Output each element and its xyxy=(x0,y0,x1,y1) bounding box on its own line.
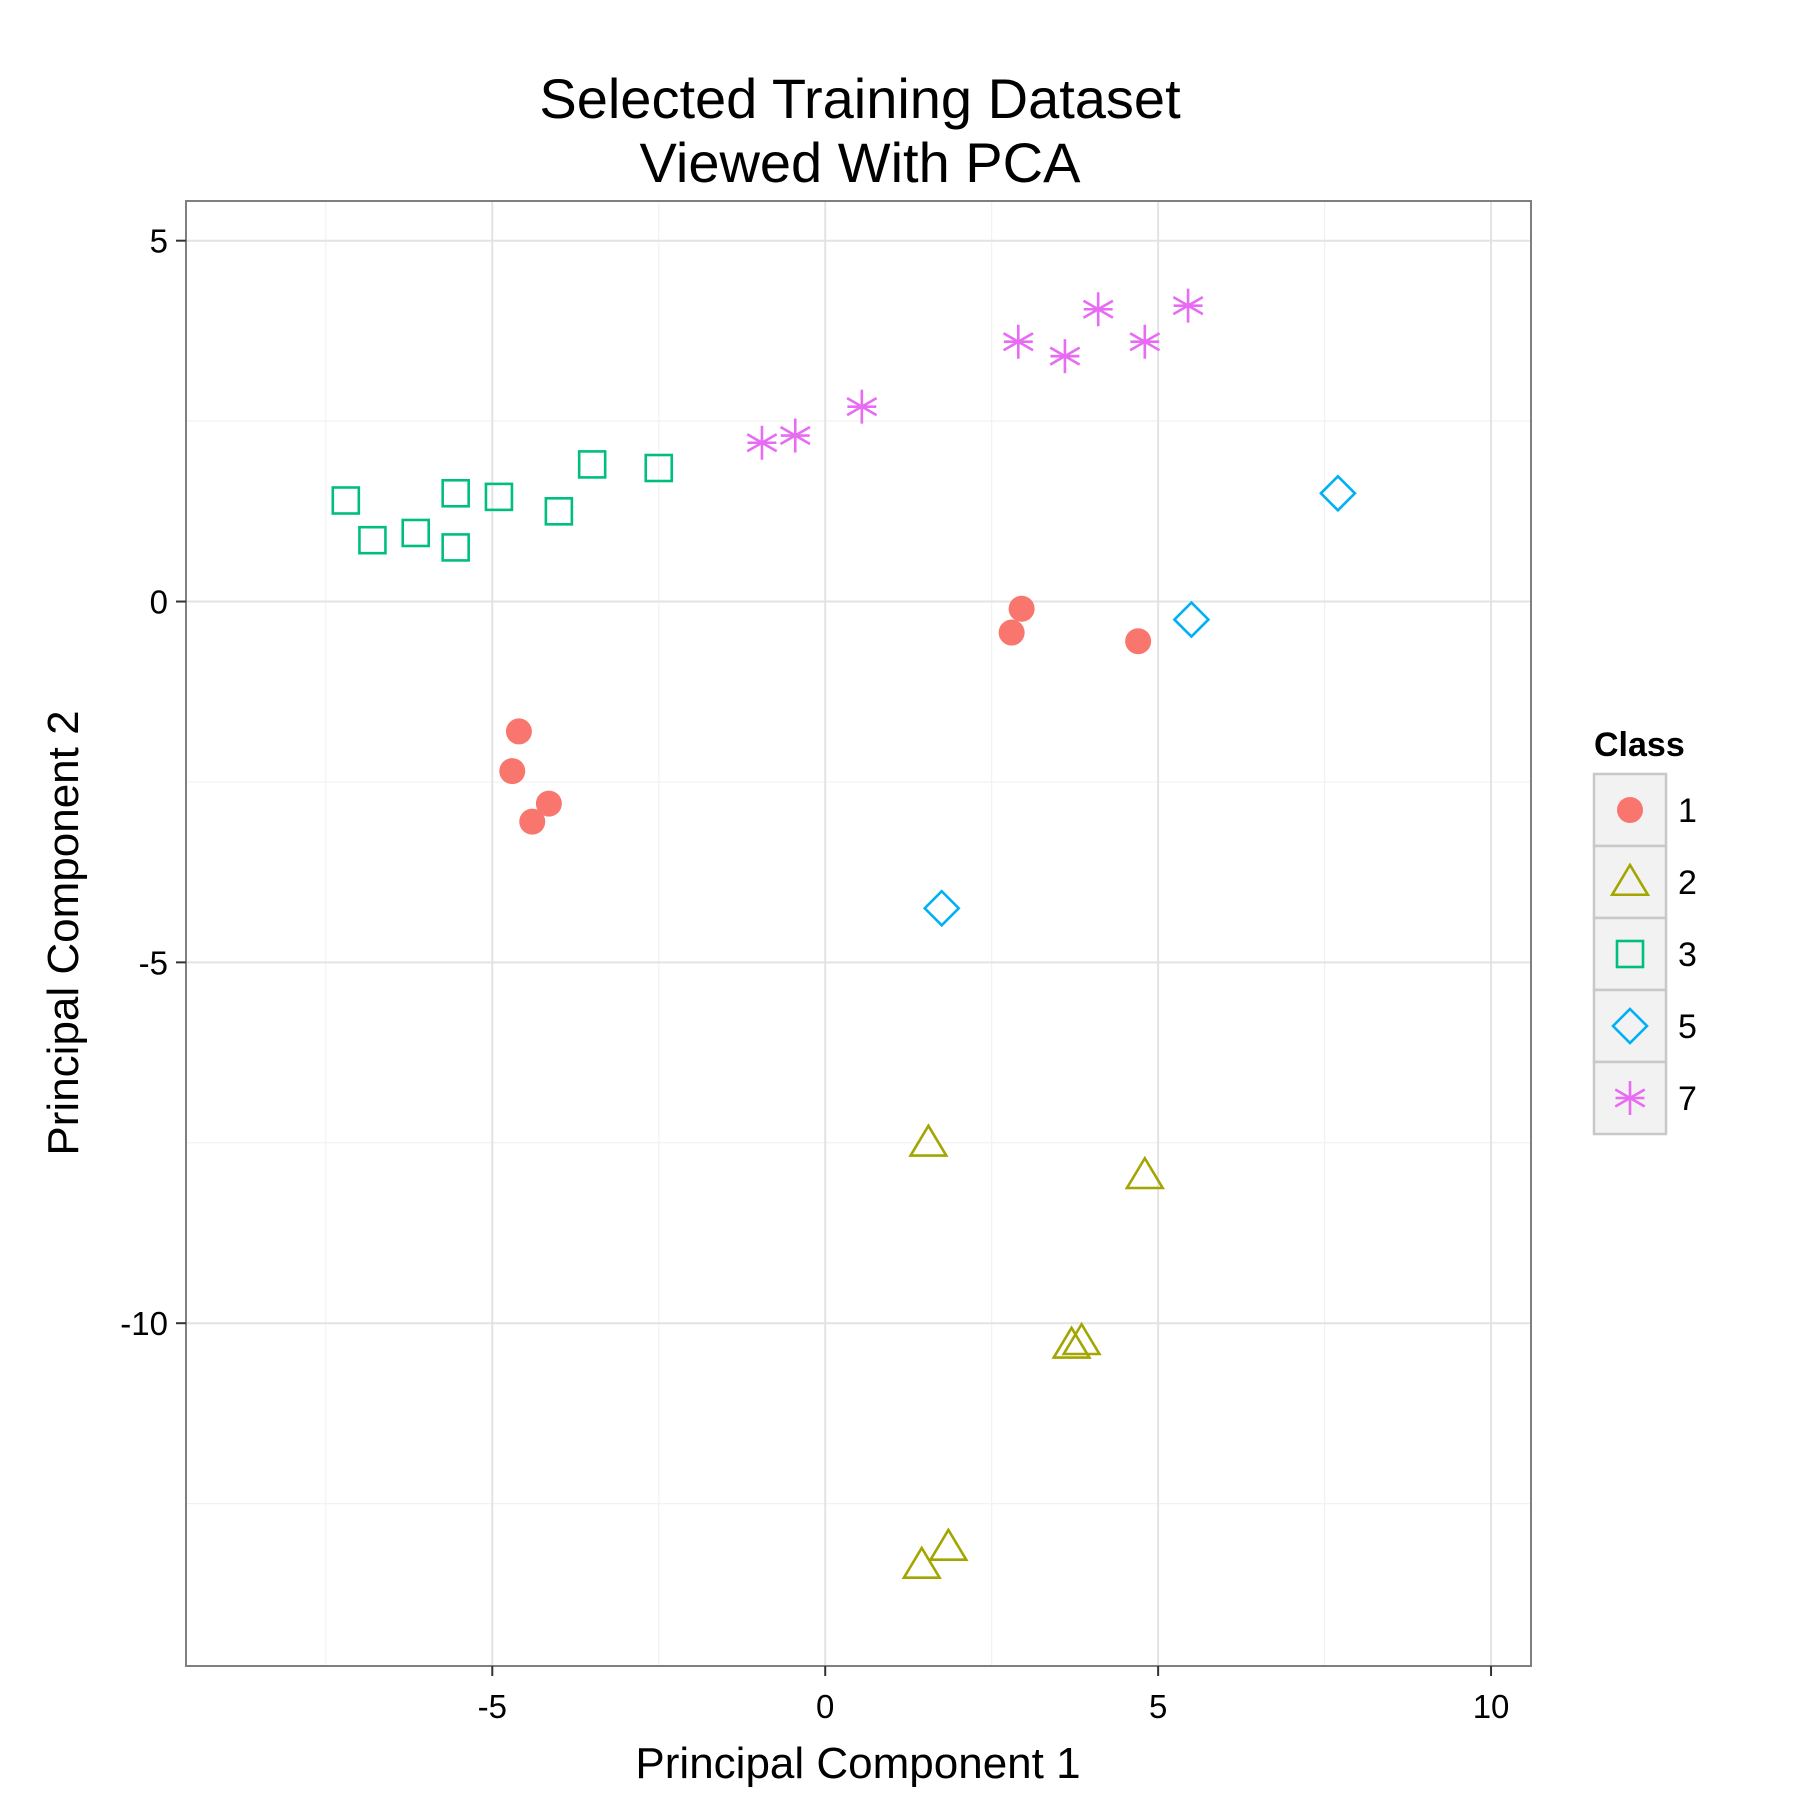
legend-key-class-3 xyxy=(1615,939,1645,969)
legend-title: Class xyxy=(1594,726,1685,764)
legend-key-class-5 xyxy=(1611,1007,1649,1045)
y-tick-label: -5 xyxy=(139,944,168,981)
point-class-1 xyxy=(535,790,562,817)
point-class-3 xyxy=(331,486,361,515)
point-class-5 xyxy=(1172,600,1211,639)
x-tick-label: -5 xyxy=(478,1688,507,1725)
point-class-3 xyxy=(644,453,674,483)
point-class-3 xyxy=(577,450,607,479)
y-tick-label: 5 xyxy=(150,223,168,260)
point-class-5 xyxy=(922,889,961,928)
x-axis-ticks: -5 0 5 10 xyxy=(478,1666,1510,1725)
legend-label: 2 xyxy=(1678,864,1697,902)
point-class-7 xyxy=(846,389,878,424)
point-class-2 xyxy=(1061,1321,1102,1356)
point-class-2 xyxy=(908,1123,949,1157)
plot-border xyxy=(185,200,1532,1667)
legend-label: 5 xyxy=(1678,1008,1697,1046)
point-class-3 xyxy=(441,533,470,562)
point-class-1 xyxy=(998,619,1025,646)
point-class-1 xyxy=(499,758,526,785)
chart-title-line-2: Viewed With PCA xyxy=(640,131,1082,194)
point-class-1 xyxy=(505,718,532,745)
point-class-3 xyxy=(544,497,574,526)
legend-key-class-1 xyxy=(1617,797,1643,823)
point-class-3 xyxy=(484,482,514,512)
point-class-7 xyxy=(1049,339,1081,374)
y-axis-ticks: 5 0 -5 -10 xyxy=(120,223,186,1342)
point-class-3 xyxy=(401,518,431,548)
y-axis-label: Principal Component 2 xyxy=(39,710,88,1155)
point-class-7 xyxy=(746,425,778,460)
x-tick-label: 0 xyxy=(816,1688,834,1725)
legend-key-box xyxy=(1592,988,1668,1064)
y-tick-label: 0 xyxy=(150,584,168,621)
point-class-2 xyxy=(928,1527,969,1561)
grid-lines xyxy=(186,201,1531,1666)
x-axis-label: Principal Component 1 xyxy=(635,1739,1080,1788)
point-class-1 xyxy=(519,808,546,835)
legend-label: 1 xyxy=(1678,792,1697,830)
data-points xyxy=(331,288,1357,1580)
point-class-3 xyxy=(358,525,387,555)
x-tick-label: 10 xyxy=(1473,1688,1510,1725)
legend-key-box xyxy=(1592,844,1668,920)
point-class-7 xyxy=(1002,324,1034,359)
x-tick-label: 5 xyxy=(1149,1688,1167,1725)
point-class-1 xyxy=(1125,628,1152,655)
point-class-7 xyxy=(1129,324,1161,359)
legend-key-box xyxy=(1592,916,1668,992)
point-class-2 xyxy=(1124,1155,1165,1190)
chart-title-line-1: Selected Training Dataset xyxy=(539,67,1181,130)
point-class-2 xyxy=(1051,1325,1092,1359)
point-class-3 xyxy=(441,478,470,508)
legend: 1 2 3 5 7 xyxy=(1592,772,1697,1136)
point-class-5 xyxy=(1319,474,1357,513)
plot-panel xyxy=(186,201,1531,1666)
point-class-7 xyxy=(779,418,811,453)
legend-label: 7 xyxy=(1678,1080,1697,1118)
point-class-7 xyxy=(1172,288,1204,323)
point-class-2 xyxy=(901,1545,942,1580)
point-class-1 xyxy=(1008,595,1035,622)
legend-key-class-2 xyxy=(1609,862,1651,897)
point-class-7 xyxy=(1082,292,1114,327)
legend-label: 3 xyxy=(1678,936,1697,974)
legend-key-class-7 xyxy=(1614,1081,1646,1115)
y-tick-label: -10 xyxy=(120,1305,168,1342)
